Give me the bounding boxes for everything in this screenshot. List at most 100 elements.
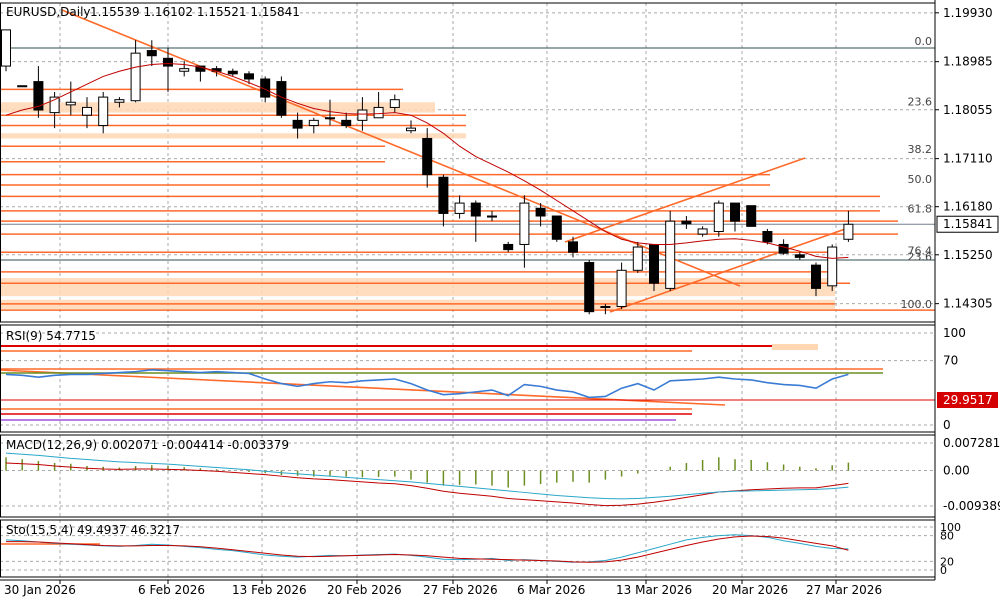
candle-bear [681, 220, 692, 225]
fib-level-label: 61.8 [908, 202, 933, 215]
price-tick-label: 1.16180 [943, 200, 993, 214]
rsi-trendline [0, 369, 726, 406]
moving-average-line [5, 62, 849, 259]
fib-level-label: 23.6 [908, 251, 933, 264]
rsi-tick-label: 70 [943, 354, 958, 368]
candle-bear [470, 202, 481, 217]
candle-bear [227, 70, 238, 75]
macd-tick-label: 0.007281 [943, 436, 1000, 450]
macd-line [5, 452, 849, 500]
candle-bull [114, 99, 125, 103]
rsi-title: RSI(9) 54.7715 [6, 329, 96, 343]
candle-bull [454, 202, 465, 214]
candle-bull [373, 106, 384, 119]
price-tick-label: 1.18055 [943, 103, 993, 117]
trendline [564, 157, 806, 243]
candle-bear [730, 202, 740, 222]
candle-bear [811, 264, 821, 289]
price-zone [0, 133, 466, 139]
stoch-tick-label: 100 [940, 521, 961, 534]
candle-bull [98, 96, 109, 127]
candle-bear [649, 243, 659, 284]
candle-bear [438, 176, 449, 214]
stoch-k-line [5, 534, 849, 563]
candle-bear [163, 57, 173, 67]
candle-bear [762, 231, 773, 243]
candle-bear [568, 241, 578, 253]
candle-bull [632, 246, 643, 271]
fib-level-label: 38.2 [908, 143, 933, 156]
candle-bear [551, 215, 562, 240]
rsi-zone [772, 344, 818, 350]
candle-bull [600, 305, 611, 308]
fib-level-label: 50.0 [908, 173, 933, 186]
time-tick-label: 6 Mar 2026 [517, 583, 585, 597]
time-tick-label: 6 Feb 2026 [138, 583, 205, 597]
trendline [609, 227, 849, 313]
candle-bear [422, 137, 433, 176]
time-tick-label: 27 Mar 2026 [806, 583, 882, 597]
candle-bull [82, 106, 92, 116]
macd-tick-label: -0.009389 [943, 499, 1000, 513]
price-tick-label: 1.14305 [943, 297, 993, 311]
candle-bull [308, 119, 319, 127]
candle-bear [487, 215, 497, 218]
rsi-tick-label: 0 [943, 418, 951, 432]
fib-level-label: 23.6 [908, 95, 933, 108]
candle-bear [794, 254, 805, 258]
candle-bear [244, 73, 254, 80]
candle-bear [260, 78, 271, 98]
macd-signal-line [5, 462, 849, 507]
candle-bear [292, 119, 303, 129]
candle-bull [389, 99, 400, 108]
candle-bull [130, 52, 141, 102]
candle-bear [746, 205, 757, 227]
stoch-tick-label: 80 [940, 530, 954, 543]
candle-bull [519, 202, 530, 245]
price-tick-label: 1.15250 [943, 248, 993, 262]
candle-bull [1, 29, 11, 67]
price-tick-label: 1.18985 [943, 55, 993, 69]
stoch-title: Sto(15,5,4) 49.4937 46.3217 [6, 523, 180, 537]
candle-bull [713, 202, 724, 233]
chart-title: EURUSD,Daily [6, 5, 91, 19]
candle-bull [406, 127, 416, 132]
time-tick-label: 13 Feb 2026 [232, 583, 307, 597]
candle-bear [33, 81, 44, 111]
time-tick-label: 30 Jan 2026 [4, 583, 76, 597]
candle-bull [65, 101, 76, 106]
rsi-tick-label: 100 [943, 326, 966, 340]
candle-bull [17, 85, 28, 88]
candle-bear [778, 243, 789, 254]
candle-bull [616, 269, 627, 307]
price-tick-label: 1.17110 [943, 152, 993, 166]
candle-bear [341, 119, 352, 127]
candle-bull [697, 228, 708, 235]
time-tick-label: 13 Mar 2026 [616, 583, 692, 597]
current-price-label: 1.15841 [943, 217, 993, 231]
candle-bear [535, 207, 546, 217]
stoch-tick-label: 20 [940, 555, 954, 568]
price-tick-label: 1.19930 [943, 6, 993, 20]
candle-bull [665, 220, 676, 289]
candle-bull [325, 117, 335, 120]
fib-level-label: 0.0 [915, 35, 933, 48]
macd-tick-label: 0.00 [943, 464, 970, 478]
macd-title: MACD(12,26,9) 0.002071 -0.004414 -0.0033… [6, 438, 289, 452]
rsi-level-box [937, 392, 998, 408]
rsi-level-label: 29.9517 [943, 393, 993, 407]
time-tick-label: 27 Feb 2026 [423, 583, 498, 597]
stoch-tick-label: 0 [940, 564, 947, 577]
candle-bear [503, 243, 514, 251]
price-zone [0, 278, 835, 297]
time-tick-label: 20 Mar 2026 [712, 583, 788, 597]
candle-bull [827, 246, 838, 287]
stoch-d-line [6, 535, 849, 563]
time-tick-label: 20 Feb 2026 [327, 583, 402, 597]
candle-bull [357, 109, 368, 121]
candle-bull [843, 223, 854, 240]
candle-bull [49, 96, 60, 114]
fib-level-label: 100.0 [901, 298, 933, 311]
